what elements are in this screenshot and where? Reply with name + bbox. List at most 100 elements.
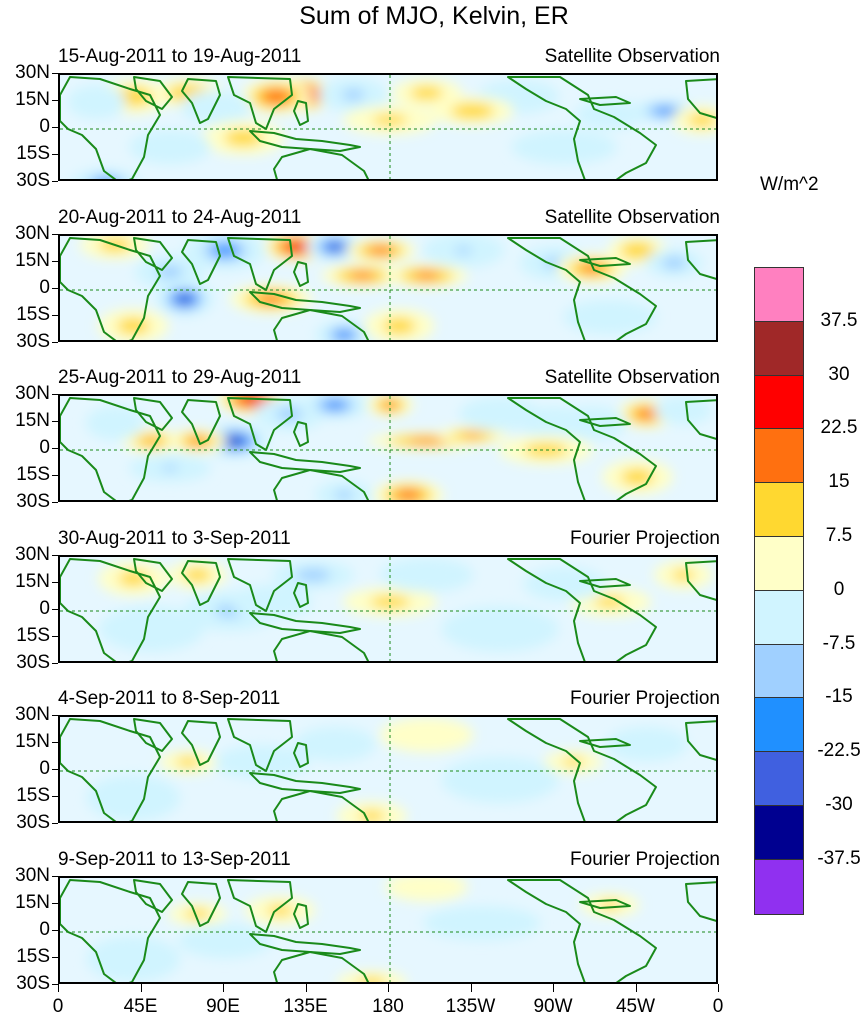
y-tick-label: 0: [2, 278, 50, 298]
colorbar-label: -37.5: [810, 849, 868, 869]
colorbar-label: 0: [810, 580, 868, 600]
colorbar-cell: [755, 806, 803, 860]
y-tick-label: 15S: [2, 465, 50, 485]
anomaly-halo: [441, 757, 558, 803]
anomaly-contour: [229, 438, 239, 443]
y-tick-label: 15S: [2, 786, 50, 806]
anomaly-contour: [320, 738, 351, 751]
anomaly-contour: [451, 103, 495, 118]
anomaly-halo: [606, 727, 688, 762]
anomaly-contour: [383, 318, 416, 334]
colorbar-label: 37.5: [810, 311, 868, 331]
anomaly-contour: [395, 490, 421, 501]
anomaly-contour: [331, 403, 339, 406]
anomaly-contour: [464, 433, 482, 437]
y-tick-label: 15S: [2, 144, 50, 164]
panel-source-label: Satellite Observation: [545, 367, 720, 389]
colorbar-cell: [755, 429, 803, 483]
y-tick-label: 30N: [2, 63, 50, 83]
colorbar-label: -15: [810, 687, 868, 707]
colorbar-label: 15: [810, 472, 868, 492]
anomaly-contour: [151, 139, 189, 155]
anomaly-halo: [86, 936, 180, 982]
colorbar-cell: [755, 268, 803, 322]
anomaly-contour: [592, 311, 627, 324]
y-tick-label: 0: [2, 599, 50, 619]
x-tick-label: 90W: [523, 996, 583, 1018]
anomaly-contour: [332, 245, 338, 248]
anomaly-halo: [423, 906, 540, 941]
y-tick-label: 15S: [2, 626, 50, 646]
y-tick-label: 30N: [2, 224, 50, 244]
panel-period-label: 20-Aug-2011 to 24-Aug-2011: [58, 207, 301, 229]
y-tick-label: 30S: [2, 171, 50, 191]
panel-period-label: 4-Sep-2011 to 8-Sep-2011: [58, 688, 280, 710]
colorbar-cell: [755, 483, 803, 537]
colorbar-label: -30: [810, 795, 868, 815]
anomaly-contour: [117, 318, 150, 334]
anomaly-contour: [118, 571, 148, 586]
anomaly-contour: [244, 756, 279, 769]
y-tick-label: 15N: [2, 411, 50, 431]
anomaly-contour: [132, 620, 172, 637]
anomaly-contour: [547, 577, 582, 592]
panel-source-label: Satellite Observation: [545, 46, 720, 68]
x-tick-label: 135W: [441, 996, 501, 1018]
colorbar-cell: [755, 322, 803, 376]
y-tick-label: 15N: [2, 251, 50, 271]
y-tick-label: 30N: [2, 705, 50, 725]
x-tick-mark: [306, 984, 307, 992]
x-tick-mark: [388, 984, 389, 992]
anomaly-halo: [380, 718, 474, 753]
y-tick-mark: [52, 342, 58, 343]
x-tick-mark: [141, 984, 142, 992]
x-tick-label: 0: [28, 996, 88, 1018]
y-tick-label: 30S: [2, 332, 50, 352]
anomaly-contour: [296, 569, 331, 581]
anomaly-contour: [668, 403, 699, 418]
map-panel: [58, 394, 718, 502]
colorbar-cell: [755, 698, 803, 752]
colorbar-label: -7.5: [810, 634, 868, 654]
x-tick-label: 180: [358, 996, 418, 1018]
anomaly-contour: [408, 438, 445, 443]
colorbar-cell: [755, 645, 803, 699]
y-tick-label: 0: [2, 117, 50, 137]
x-tick-mark: [471, 984, 472, 992]
map-panel: [58, 234, 718, 342]
colorbar-cell: [755, 752, 803, 806]
colorbar: [754, 267, 804, 915]
anomaly-contour: [261, 89, 291, 104]
x-tick-label: 135E: [276, 996, 336, 1018]
map-panel: [58, 876, 718, 984]
anomaly-contour: [341, 333, 348, 336]
y-tick-mark: [52, 663, 58, 664]
x-tick-label: 0: [688, 996, 748, 1018]
anomaly-contour: [662, 257, 687, 269]
map-panel: [58, 73, 718, 181]
y-tick-mark: [52, 502, 58, 503]
y-tick-label: 30N: [2, 545, 50, 565]
anomaly-contour: [562, 758, 584, 767]
panel-source-label: Fourier Projection: [570, 849, 720, 871]
anomaly-contour: [335, 490, 354, 499]
y-tick-label: 30S: [2, 974, 50, 994]
y-tick-label: 15S: [2, 305, 50, 325]
anomaly-contour: [349, 272, 375, 279]
map-svg: [60, 236, 718, 342]
colorbar-label: 7.5: [810, 526, 868, 546]
anomaly-contour: [661, 110, 669, 113]
colorbar-cell: [755, 376, 803, 430]
map-svg: [60, 75, 718, 181]
anomaly-contour: [410, 86, 443, 99]
anomaly-contour: [455, 247, 472, 254]
map-svg: [60, 557, 718, 663]
map-panel: [58, 555, 718, 663]
map-svg: [60, 717, 718, 823]
anomaly-contour: [95, 179, 116, 181]
x-tick-mark: [636, 984, 637, 992]
y-tick-label: 15N: [2, 893, 50, 913]
y-tick-label: 15N: [2, 732, 50, 752]
chart-title: Sum of MJO, Kelvin, ER: [0, 0, 868, 34]
y-tick-label: 15N: [2, 572, 50, 592]
